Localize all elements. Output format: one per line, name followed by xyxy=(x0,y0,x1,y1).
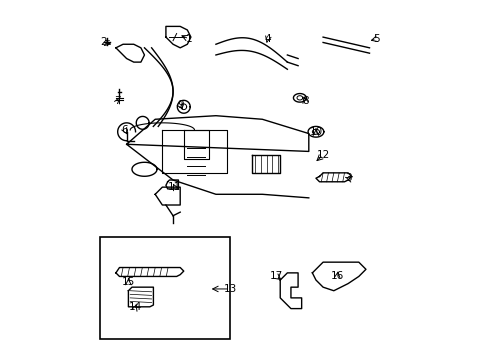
Text: 9: 9 xyxy=(177,100,183,110)
Text: 10: 10 xyxy=(309,127,322,137)
Text: 5: 5 xyxy=(373,34,379,44)
Text: 14: 14 xyxy=(129,302,142,312)
Text: 4: 4 xyxy=(264,34,270,44)
Text: 2: 2 xyxy=(100,37,106,48)
Text: 3: 3 xyxy=(344,173,351,183)
Text: 1: 1 xyxy=(185,34,192,44)
Text: 17: 17 xyxy=(269,271,283,282)
Bar xyxy=(100,237,230,339)
Text: 7: 7 xyxy=(114,96,121,107)
Text: 8: 8 xyxy=(301,96,308,107)
Text: 15: 15 xyxy=(122,277,135,287)
Text: 16: 16 xyxy=(330,271,343,282)
Text: 6: 6 xyxy=(122,125,128,135)
Text: 12: 12 xyxy=(316,150,329,160)
Text: 11: 11 xyxy=(168,182,181,192)
Text: 13: 13 xyxy=(223,284,236,294)
